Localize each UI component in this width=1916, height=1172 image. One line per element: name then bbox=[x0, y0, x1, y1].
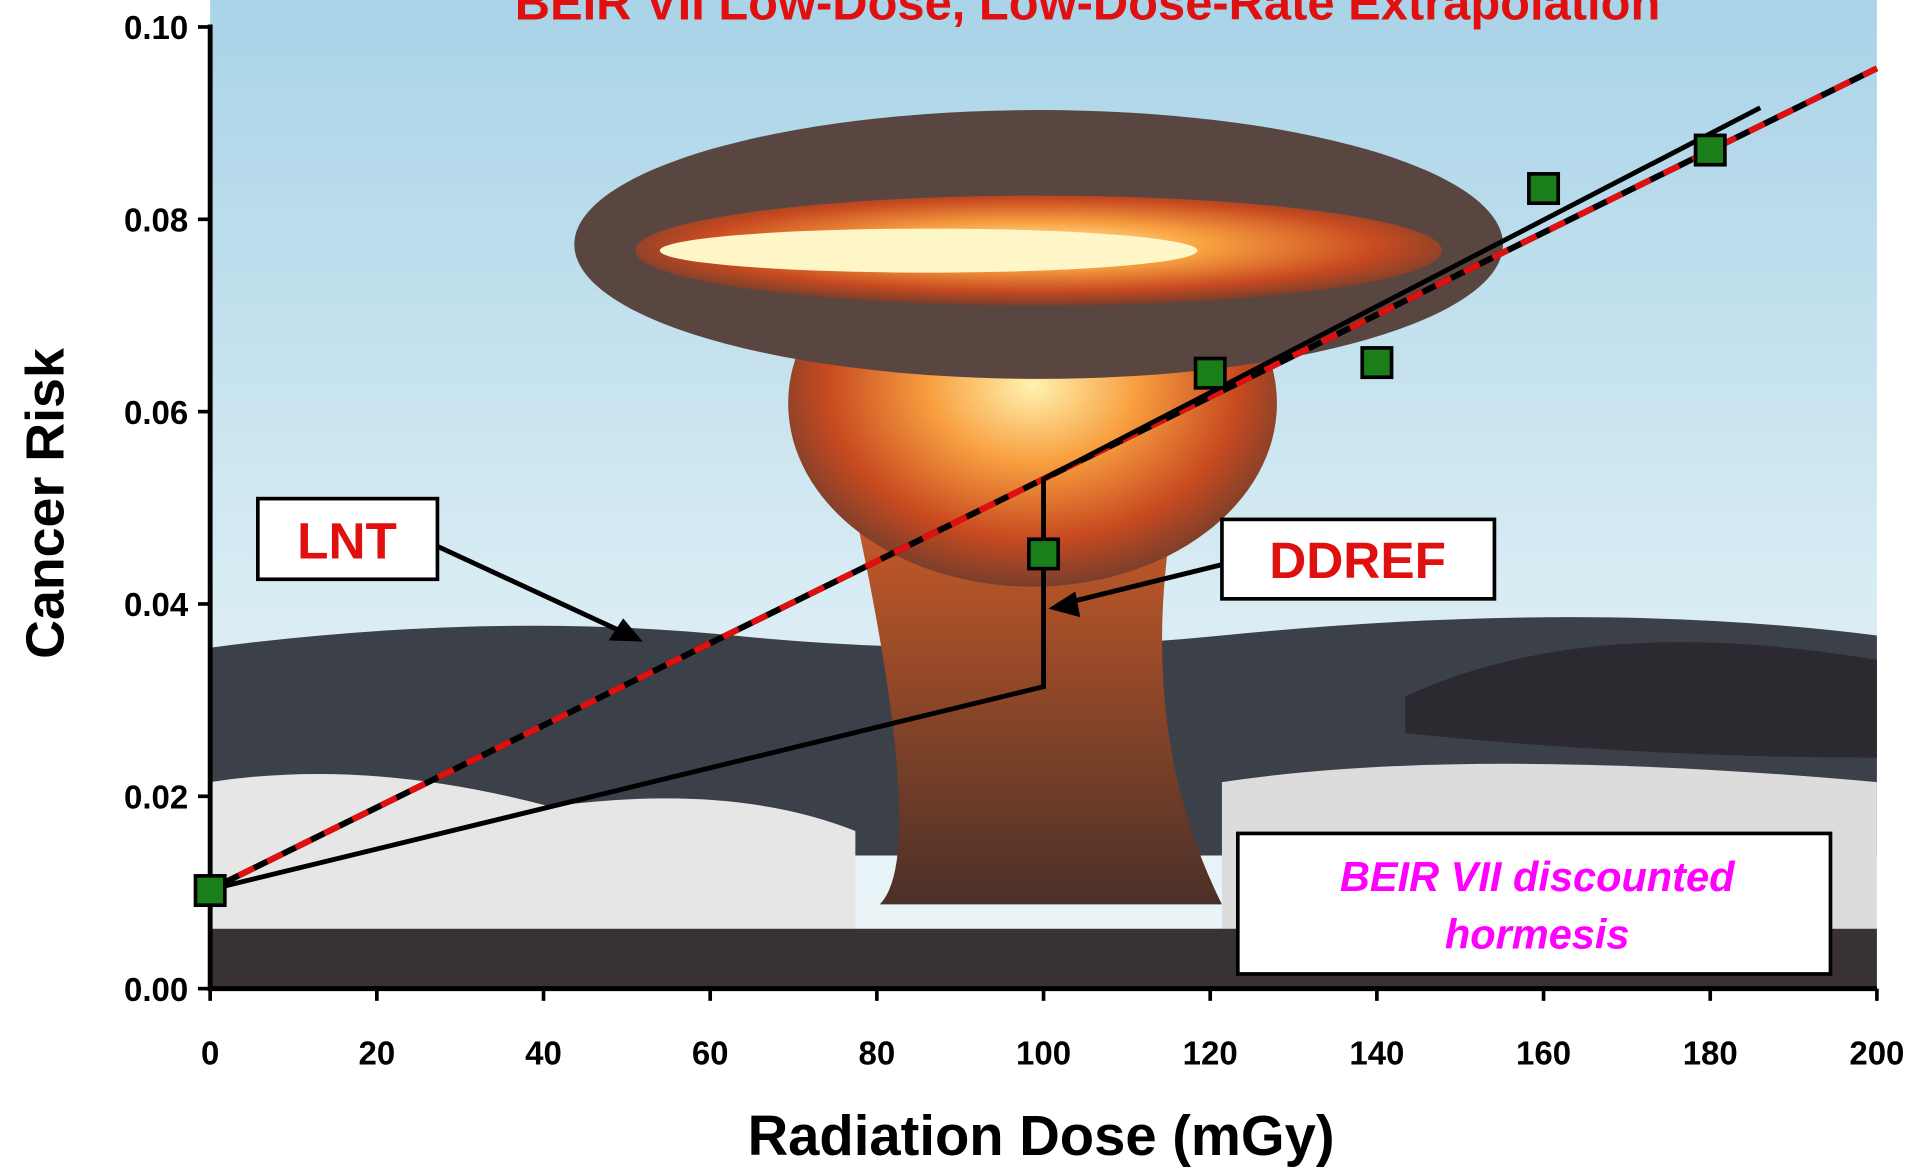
y-tick-label: 0.00 bbox=[124, 971, 188, 1008]
y-axis-title: Cancer Risk bbox=[16, 348, 76, 659]
y-tick-label: 0.04 bbox=[124, 586, 189, 623]
x-tick-label: 180 bbox=[1683, 1034, 1738, 1071]
hormesis-note: hormesis bbox=[1445, 910, 1630, 957]
x-axis-title: Radiation Dose (mGy) bbox=[748, 1104, 1335, 1167]
data-point bbox=[196, 876, 225, 905]
data-point bbox=[1029, 539, 1058, 568]
ddref-label: DDREF bbox=[1269, 532, 1446, 589]
lnt-label: LNT bbox=[297, 513, 397, 570]
data-point bbox=[1196, 358, 1225, 387]
y-tick-label: 0.08 bbox=[124, 202, 188, 239]
x-tick-label: 200 bbox=[1849, 1034, 1904, 1071]
x-tick-label: 60 bbox=[692, 1034, 729, 1071]
x-tick-label: 100 bbox=[1016, 1034, 1071, 1071]
y-tick-label: 0.10 bbox=[124, 9, 188, 46]
chart: BEIR VII Low-Dose, Low-Dose-Rate Extrapo… bbox=[0, 0, 1916, 1172]
x-tick-label: 140 bbox=[1349, 1034, 1404, 1071]
x-tick-label: 20 bbox=[358, 1034, 395, 1071]
chart-title: BEIR VII Low-Dose, Low-Dose-Rate Extrapo… bbox=[515, 0, 1661, 31]
page: {"chart_data": {"type": "scatter", "titl… bbox=[0, 0, 1916, 1172]
y-tick-label: 0.02 bbox=[124, 779, 188, 816]
x-tick-label: 80 bbox=[859, 1034, 896, 1071]
x-tick-label: 0 bbox=[201, 1034, 219, 1071]
hormesis-note: BEIR VII discounted bbox=[1340, 853, 1736, 900]
y-tick-label: 0.06 bbox=[124, 394, 188, 431]
data-point bbox=[1362, 348, 1391, 377]
data-point bbox=[1696, 135, 1725, 164]
data-point bbox=[1529, 174, 1558, 203]
x-tick-label: 120 bbox=[1183, 1034, 1238, 1071]
x-tick-label: 160 bbox=[1516, 1034, 1571, 1071]
x-tick-label: 40 bbox=[525, 1034, 562, 1071]
